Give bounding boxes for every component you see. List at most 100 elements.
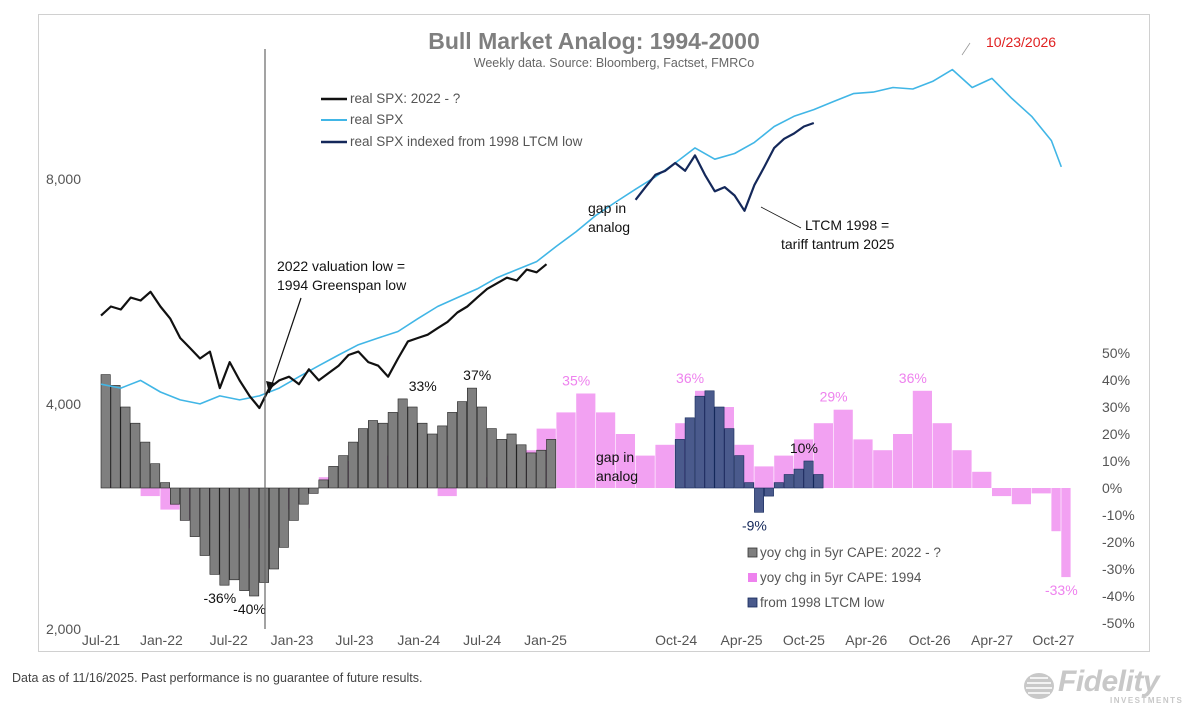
right-axis-tick-label: -40% [1102, 588, 1135, 604]
x-axis-tick-label: Oct-25 [783, 632, 825, 648]
bar-yoy-chg-in-5yr-cape-1994 [1051, 488, 1061, 532]
bar-yoy-chg-in-5yr-cape-1994 [556, 412, 576, 488]
bar-yoy-chg-in-5yr-cape-2022- [407, 406, 418, 489]
bar-yoy-chg-in-5yr-cape-2022- [318, 479, 329, 489]
bar-yoy-chg-in-5yr-cape-1994 [952, 450, 972, 488]
bar-yoy-chg-in-5yr-cape-1994 [813, 423, 833, 488]
bar-yoy-chg-in-5yr-cape-2022- [367, 420, 378, 489]
valuation-low-arrow [268, 297, 302, 394]
right-axis-tick-label: 30% [1102, 399, 1130, 415]
x-axis-tick-label: Apr-25 [721, 632, 763, 648]
right-axis-tick-label: -10% [1102, 507, 1135, 523]
bar-yoy-chg-in-5yr-cape-2022- [140, 441, 151, 489]
bar-yoy-chg-in-5yr-cape-1994 [1011, 488, 1031, 505]
bar-yoy-chg-in-5yr-cape-2022- [199, 487, 210, 556]
bar-yoy-chg-in-5yr-cape-2022- [308, 487, 319, 494]
bar-yoy-chg-in-5yr-cape-2022- [100, 374, 111, 489]
peak-annotation-line [961, 42, 971, 56]
bar-yoy-chg-in-5yr-cape-2022- [457, 401, 467, 489]
gap-annotation-lower-line2: analog [596, 468, 638, 484]
bar-data-label: -40% [233, 601, 266, 617]
bar-yoy-chg-in-5yr-cape-2022- [397, 398, 408, 489]
bar-yoy-chg-in-5yr-cape-1994 [932, 423, 952, 488]
bar-yoy-chg-in-5yr-cape-1994 [596, 412, 616, 488]
legend-label-cape-2022: yoy chg in 5yr CAPE: 2022 - ? [760, 545, 941, 560]
bar-yoy-chg-in-5yr-cape-1994 [1061, 488, 1071, 578]
bar-from-1998-ltcm-low [803, 460, 814, 489]
bar-data-label: 36% [899, 370, 927, 386]
bull-market-analog-chart: 8,000 4,000 2,000 50% 40% 30% 20% 10% 0% -10% -20%… [46, 28, 1135, 648]
ltcm-annotation-line1: LTCM 1998 = [805, 217, 889, 233]
bar-from-1998-ltcm-low [813, 474, 824, 489]
line-legend: real SPX: 2022 - ? real SPX real SPX ind… [321, 91, 583, 149]
bar-yoy-chg-in-5yr-cape-2022- [358, 428, 368, 489]
bar-yoy-chg-in-5yr-cape-2022- [259, 487, 269, 583]
bar-data-label: 10% [790, 440, 818, 456]
bar-data-label: 35% [562, 373, 590, 389]
left-axis-tick-label: 2,000 [46, 621, 81, 637]
x-axis-tick-label: Jul-21 [82, 632, 120, 648]
bar-data-label: 33% [409, 378, 437, 394]
bar-yoy-chg-in-5yr-cape-2022- [160, 482, 171, 489]
legend-label-ltcm-bars: from 1998 LTCM low [760, 595, 885, 610]
left-axis-tick-label: 8,000 [46, 171, 81, 187]
bar-yoy-chg-in-5yr-cape-2022- [110, 385, 121, 489]
x-axis-tick-label: Apr-26 [845, 632, 887, 648]
bar-yoy-chg-in-5yr-cape-2022- [486, 428, 497, 489]
bar-from-1998-ltcm-low [724, 428, 735, 489]
left-axis-tick-label: 4,000 [46, 396, 81, 412]
valuation-low-annotation-line2: 1994 Greenspan low [277, 277, 407, 293]
bar-yoy-chg-in-5yr-cape-1994 [992, 488, 1012, 497]
bar-yoy-chg-in-5yr-cape-2022- [239, 487, 250, 591]
legend-swatch-cape-2022 [747, 547, 758, 558]
bar-yoy-chg-in-5yr-cape-2022- [516, 444, 527, 489]
x-axis-tick-label: Jul-22 [210, 632, 248, 648]
chart-subtitle: Weekly data. Source: Bloomberg, Factset,… [474, 56, 754, 70]
valuation-low-arrowhead [266, 381, 275, 393]
bar-data-label: 36% [676, 370, 704, 386]
bar-yoy-chg-in-5yr-cape-1994 [417, 482, 437, 488]
bar-legend: yoy chg in 5yr CAPE: 2022 - ? yoy chg in… [747, 545, 941, 610]
gap-annotation-lower-line1: gap in [596, 449, 634, 465]
bar-yoy-chg-in-5yr-cape-2022- [150, 463, 161, 489]
bar-yoy-chg-in-5yr-cape-2022- [219, 487, 230, 586]
legend-label-ltcm-indexed: real SPX indexed from 1998 LTCM low [350, 134, 583, 149]
right-axis-tick-label: -50% [1102, 615, 1135, 631]
bar-yoy-chg-in-5yr-cape-1994 [912, 390, 932, 488]
logo-subtext: INVESTMENTS [1110, 696, 1184, 705]
bar-yoy-chg-in-5yr-cape-2022- [526, 452, 537, 489]
right-axis-tick-label: 20% [1102, 426, 1130, 442]
bar-yoy-chg-in-5yr-cape-1994 [635, 455, 655, 488]
bar-yoy-chg-in-5yr-cape-1994 [140, 488, 160, 497]
line-real-spx [100, 68, 1063, 405]
legend-label-real-spx-2022: real SPX: 2022 - ? [350, 91, 460, 106]
x-axis-tick-label: Jan-25 [524, 632, 567, 648]
bar-yoy-chg-in-5yr-cape-2022- [298, 487, 309, 505]
bar-yoy-chg-in-5yr-cape-2022- [179, 487, 190, 521]
bar-yoy-chg-in-5yr-cape-2022- [328, 466, 339, 489]
bar-yoy-chg-in-5yr-cape-2022- [278, 487, 289, 548]
bar-yoy-chg-in-5yr-cape-2022- [130, 422, 141, 489]
bar-yoy-chg-in-5yr-cape-2022- [170, 487, 180, 505]
bar-yoy-chg-in-5yr-cape-2022- [120, 406, 131, 489]
bar-yoy-chg-in-5yr-cape-2022- [536, 449, 547, 489]
bar-yoy-chg-in-5yr-cape-2022- [288, 487, 299, 521]
peak-date-annotation: 10/23/2026 [986, 34, 1056, 50]
fidelity-logo-icon [1024, 673, 1054, 699]
bar-yoy-chg-in-5yr-cape-2022- [476, 406, 487, 489]
right-axis-tick-label: 40% [1102, 372, 1130, 388]
bar-from-1998-ltcm-low [714, 406, 725, 489]
bar-yoy-chg-in-5yr-cape-2022- [427, 433, 438, 489]
right-axis-tick-label: 10% [1102, 453, 1130, 469]
right-axis-tick-label: -30% [1102, 561, 1135, 577]
bar-yoy-chg-in-5yr-cape-2022- [466, 387, 477, 489]
bar-yoy-chg-in-5yr-cape-2022- [229, 487, 240, 581]
line-real-spx-2022- [100, 263, 548, 410]
bar-yoy-chg-in-5yr-cape-2022- [437, 425, 448, 489]
bar-data-label: -33% [1045, 582, 1078, 598]
bar-yoy-chg-in-5yr-cape-1994 [853, 439, 873, 488]
bar-data-label: 37% [463, 367, 491, 383]
x-axis-tick-label: Oct-24 [655, 632, 697, 648]
bar-yoy-chg-in-5yr-cape-2022- [249, 487, 260, 597]
bar-yoy-chg-in-5yr-cape-2022- [209, 487, 220, 575]
